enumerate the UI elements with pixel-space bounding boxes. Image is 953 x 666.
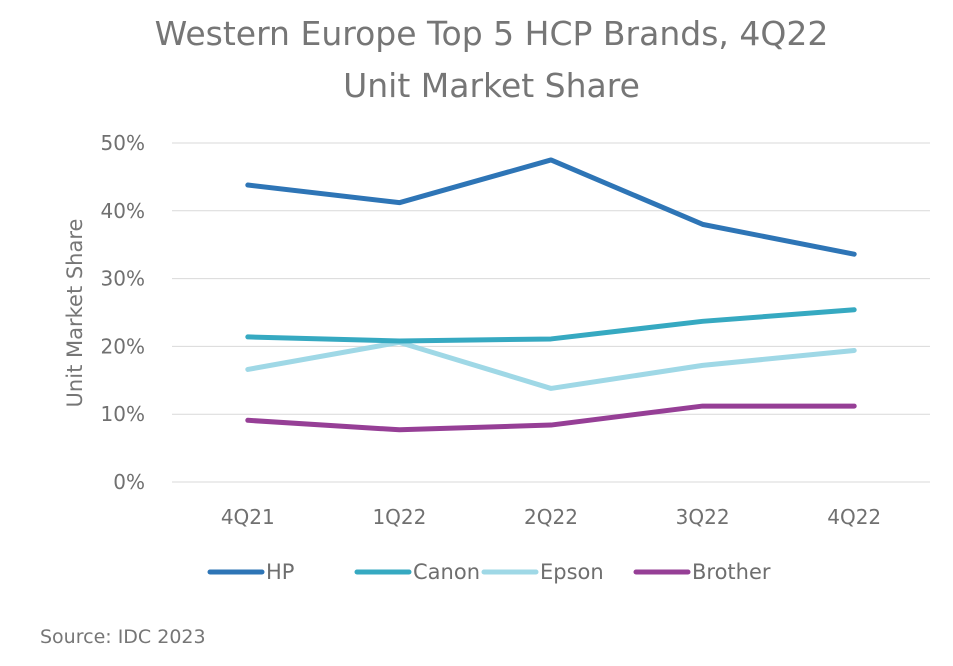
x-tick-label: 4Q22: [827, 505, 881, 529]
x-tick-label: 4Q21: [221, 505, 275, 529]
y-axis-label: Unit Market Share: [63, 219, 87, 408]
y-axis-ticks: 0% 10% 20% 30% 40% 50%: [101, 131, 145, 494]
series-line-hp: [245, 157, 857, 257]
legend-label-epson: Epson: [540, 560, 604, 584]
source-note: Source: IDC 2023: [40, 626, 206, 648]
series-lines: [245, 157, 857, 433]
y-tick-label: 30%: [101, 267, 145, 291]
y-tick-label: 40%: [101, 199, 145, 223]
legend-label-canon: Canon: [413, 560, 480, 584]
legend-label-brother: Brother: [692, 560, 771, 584]
x-tick-label: 2Q22: [524, 505, 578, 529]
y-tick-label: 10%: [101, 402, 145, 426]
y-tick-label: 0%: [113, 470, 145, 494]
chart-subtitle: Unit Market Share: [343, 66, 640, 105]
legend: HP Canon Epson Brother: [207, 560, 771, 584]
x-axis-ticks: 4Q21 1Q22 2Q22 3Q22 4Q22: [221, 505, 881, 529]
gridlines: [172, 142, 930, 483]
y-tick-label: 20%: [101, 334, 145, 358]
series-line-canon: [245, 307, 857, 344]
chart-title: Western Europe Top 5 HCP Brands, 4Q22: [154, 14, 829, 53]
y-tick-label: 50%: [101, 131, 145, 155]
x-tick-label: 1Q22: [372, 505, 426, 529]
series-line-epson: [245, 339, 857, 391]
x-tick-label: 3Q22: [676, 505, 730, 529]
series-line-brother: [245, 403, 857, 433]
legend-label-hp: HP: [266, 560, 294, 584]
